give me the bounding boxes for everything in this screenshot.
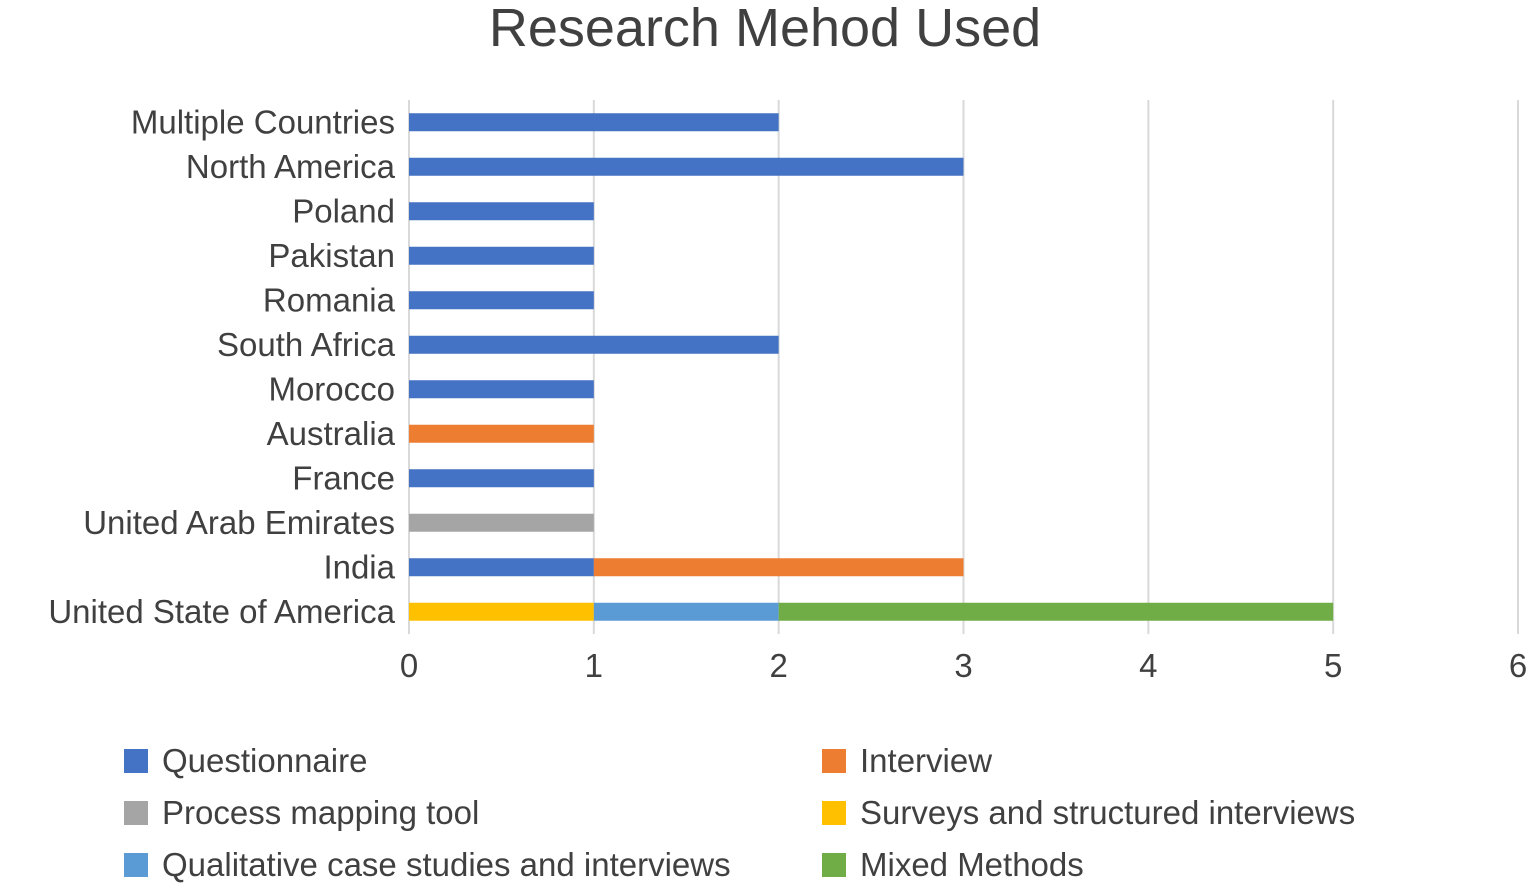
legend-item: Qualitative case studies and interviews (124, 846, 731, 883)
legend-swatch (124, 853, 148, 877)
legend-swatch (822, 853, 846, 877)
category-label: South Africa (217, 326, 396, 363)
bar-segment (409, 246, 594, 265)
bar-segment (409, 380, 594, 399)
x-tick-label: 0 (400, 647, 418, 684)
x-tick-label: 2 (769, 647, 787, 684)
legend-swatch (124, 749, 148, 773)
x-tick-label: 3 (954, 647, 972, 684)
category-label: Multiple Countries (131, 103, 395, 140)
legend-item: Questionnaire (124, 742, 367, 779)
legend-label: Qualitative case studies and interviews (162, 846, 731, 883)
category-label: India (323, 548, 395, 585)
bar-segment (409, 602, 594, 621)
x-tick-label: 6 (1509, 647, 1527, 684)
legend-label: Interview (860, 742, 992, 779)
chart-title: Research Mehod Used (489, 0, 1041, 58)
bar-segment (778, 602, 1334, 621)
x-axis-tick-labels: 0 1 2 3 4 5 6 (400, 647, 1527, 684)
legend-label: Mixed Methods (860, 846, 1084, 883)
bar-segment (593, 558, 964, 577)
bar-segment (409, 157, 964, 176)
x-tick-label: 1 (585, 647, 603, 684)
legend-item: Interview (822, 742, 992, 779)
bars (409, 113, 1334, 621)
category-labels: United State of America India United Arab … (48, 103, 395, 630)
legend-label: Questionnaire (162, 742, 367, 779)
bar-segment (409, 424, 594, 443)
bar-segment (593, 602, 779, 621)
bar-segment (409, 202, 594, 221)
x-tick-label: 4 (1139, 647, 1157, 684)
grid-lines (408, 100, 1519, 634)
legend: Questionnaire Interview Process mapping to… (124, 742, 1355, 883)
legend-label: Surveys and structured interviews (860, 794, 1355, 831)
category-label: United Arab Emirates (83, 504, 395, 541)
bar-segment (409, 513, 594, 532)
legend-swatch (822, 749, 846, 773)
category-label: Poland (292, 192, 395, 229)
bar-segment (409, 558, 594, 577)
legend-item: Mixed Methods (822, 846, 1084, 883)
category-label: Australia (267, 415, 396, 452)
legend-swatch (822, 801, 846, 825)
category-label: North America (186, 148, 396, 185)
category-label: United State of America (48, 593, 395, 630)
bar-segment (409, 469, 594, 488)
legend-item: Process mapping tool (124, 794, 479, 831)
legend-item: Surveys and structured interviews (822, 794, 1355, 831)
bar-segment (409, 291, 594, 310)
category-label: France (292, 459, 395, 496)
category-label: Romania (263, 281, 396, 318)
x-tick-label: 5 (1324, 647, 1342, 684)
legend-label: Process mapping tool (162, 794, 479, 831)
category-label: Morocco (268, 370, 395, 407)
legend-swatch (124, 801, 148, 825)
bar-segment (409, 335, 779, 354)
bar-segment (409, 113, 779, 132)
category-label: Pakistan (268, 237, 395, 274)
